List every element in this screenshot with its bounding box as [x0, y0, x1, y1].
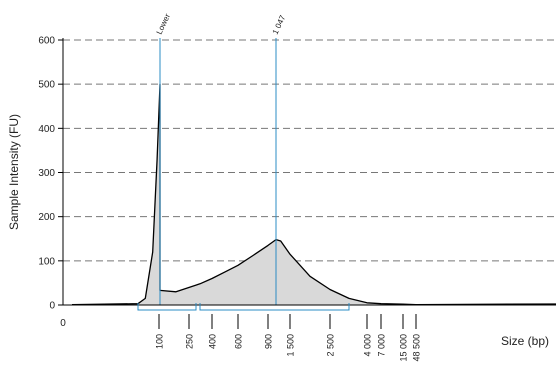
y-tick-label: 600 — [38, 36, 55, 47]
x-tick-label: 1 500 — [286, 334, 296, 357]
trace-fill — [72, 84, 556, 305]
y-tick-label: 500 — [38, 80, 55, 91]
grid-lines — [63, 39, 556, 262]
y-tick-label: 100 — [38, 256, 55, 267]
x-tick-label: 100 — [155, 334, 165, 349]
y-tick-label: 300 — [38, 168, 55, 179]
region-brackets — [137, 303, 350, 311]
trace-area — [71, 83, 557, 306]
x-tick-labels: 100 250 400 600 900 1 500 2 500 4 000 7 000 15 00… — [155, 314, 422, 362]
region-bracket — [199, 303, 350, 311]
y-tick-label: 400 — [38, 124, 55, 135]
y-tick-label: 200 — [38, 212, 55, 223]
y-axis-title: Sample Intensity (FU) — [7, 114, 21, 230]
x-tick-label: 900 — [264, 334, 274, 349]
x-axis-title: Size (bp) — [501, 334, 549, 348]
x-tick-label: 400 — [208, 334, 218, 349]
x-tick-label: 7 000 — [377, 334, 387, 357]
x-tick-label: 250 — [185, 334, 195, 349]
x-tick-label: 4 000 — [363, 334, 373, 357]
region-bracket — [137, 303, 197, 311]
peak-marker-label: Lower — [155, 12, 173, 36]
x-tick-label: 2 500 — [326, 334, 336, 357]
x-tick-label: 48 500 — [412, 334, 422, 362]
axes — [58, 38, 556, 306]
peak-marker-label: 1 047 — [271, 13, 288, 35]
y-tick-labels: 0 100 200 300 400 500 600 — [38, 36, 55, 312]
x-origin-label: 0 — [60, 318, 66, 329]
y-tick-label: 0 — [49, 301, 55, 312]
trace-line — [71, 83, 557, 306]
x-tick-label: 15 000 — [399, 334, 409, 362]
x-tick-label: 600 — [234, 334, 244, 349]
